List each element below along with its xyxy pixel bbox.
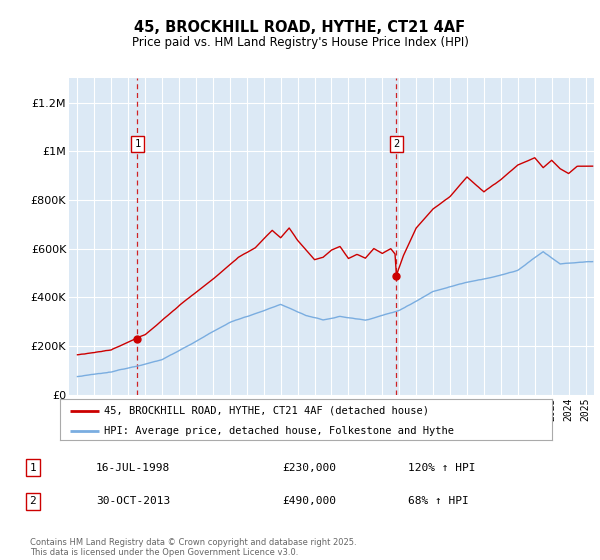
Text: Price paid vs. HM Land Registry's House Price Index (HPI): Price paid vs. HM Land Registry's House …	[131, 36, 469, 49]
Text: Contains HM Land Registry data © Crown copyright and database right 2025.
This d: Contains HM Land Registry data © Crown c…	[30, 538, 356, 557]
Text: 68% ↑ HPI: 68% ↑ HPI	[408, 496, 469, 506]
Text: £230,000: £230,000	[282, 463, 336, 473]
Text: 16-JUL-1998: 16-JUL-1998	[96, 463, 170, 473]
Text: HPI: Average price, detached house, Folkestone and Hythe: HPI: Average price, detached house, Folk…	[104, 426, 454, 436]
Text: £490,000: £490,000	[282, 496, 336, 506]
Text: 2: 2	[393, 139, 400, 149]
Text: 45, BROCKHILL ROAD, HYTHE, CT21 4AF: 45, BROCKHILL ROAD, HYTHE, CT21 4AF	[134, 20, 466, 35]
Text: 45, BROCKHILL ROAD, HYTHE, CT21 4AF (detached house): 45, BROCKHILL ROAD, HYTHE, CT21 4AF (det…	[104, 405, 429, 416]
Text: 1: 1	[134, 139, 140, 149]
Text: 1: 1	[29, 463, 37, 473]
Text: 2: 2	[29, 496, 37, 506]
Text: 120% ↑ HPI: 120% ↑ HPI	[408, 463, 476, 473]
Text: 30-OCT-2013: 30-OCT-2013	[96, 496, 170, 506]
